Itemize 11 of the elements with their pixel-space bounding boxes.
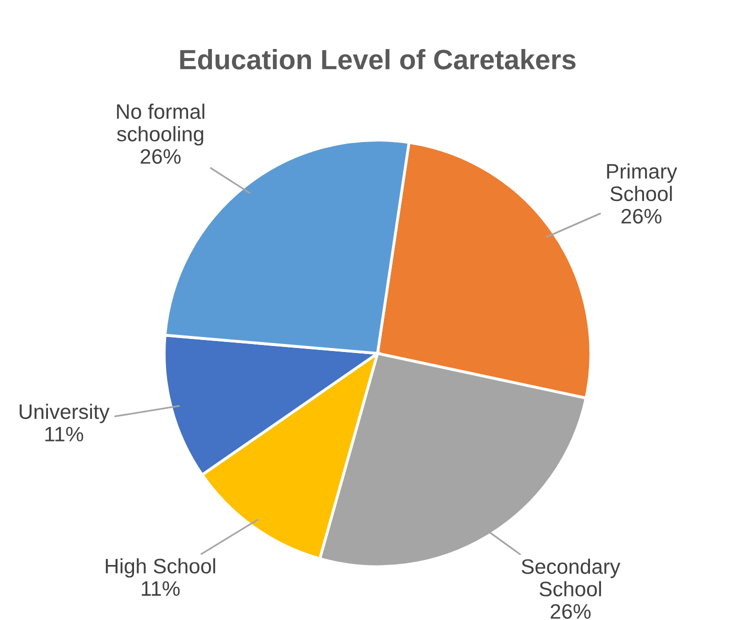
slice-label: High School (106, 558, 216, 578)
data-label: 11% (45, 426, 84, 442)
data-label: 26% (622, 208, 662, 224)
data-label: 11% (142, 581, 180, 596)
slice-label: No formal schooling (117, 104, 204, 146)
data-label: 26% (140, 149, 181, 164)
chart-title: Education Level of Caretakers (180, 49, 576, 70)
slice-label: Primary School (607, 163, 678, 202)
data-label: 26% (550, 604, 591, 619)
slice-label: University (20, 404, 110, 424)
slice-label: Secondary School (522, 558, 620, 596)
